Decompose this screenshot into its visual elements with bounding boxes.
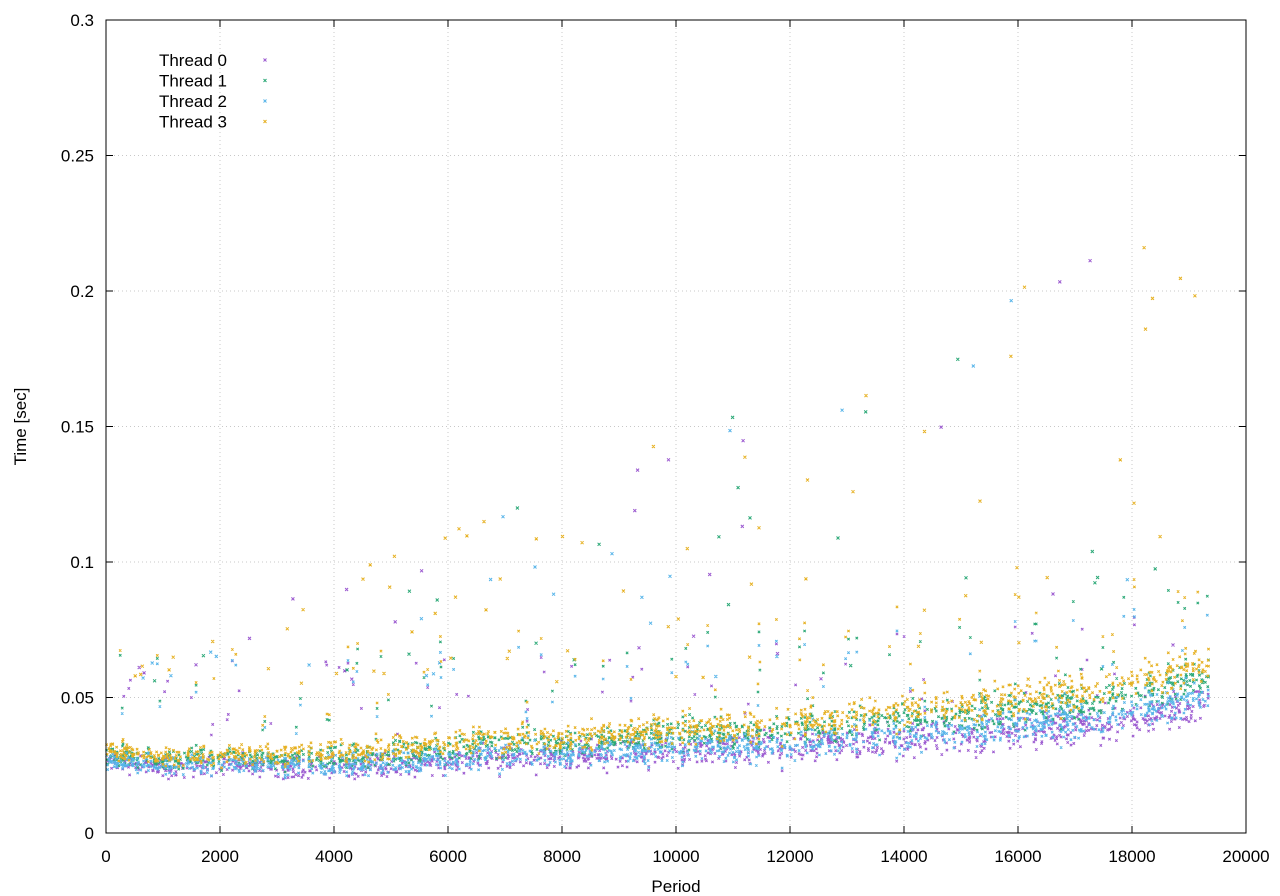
series-0-outliers <box>137 258 1175 681</box>
series-3-points <box>105 578 1211 770</box>
x-tick-label: 14000 <box>880 847 927 866</box>
series-3 <box>105 245 1211 770</box>
y-tick-label: 0.25 <box>61 147 94 166</box>
y-tick-label: 0 <box>85 824 94 843</box>
axis-ticks <box>105 19 1247 834</box>
y-tick-label: 0.2 <box>70 282 94 301</box>
data-points <box>105 245 1211 781</box>
legend-marker-3 <box>263 119 267 124</box>
x-axis-title: Period <box>651 877 700 896</box>
series-3-outliers <box>133 245 1197 686</box>
series-2-outliers <box>141 298 1130 680</box>
y-tick-label: 0.3 <box>70 11 94 30</box>
x-tick-label: 20000 <box>1222 847 1269 866</box>
x-tick-label: 4000 <box>315 847 353 866</box>
legend-marker-2 <box>263 99 267 103</box>
x-tick-label: 8000 <box>543 847 581 866</box>
legend-label-2: Thread 2 <box>159 92 227 111</box>
x-tick-label: 12000 <box>766 847 813 866</box>
y-tick-label: 0.15 <box>61 418 94 437</box>
legend-label-3: Thread 3 <box>159 113 227 132</box>
x-tick-label: 16000 <box>994 847 1041 866</box>
x-tick-label: 6000 <box>429 847 467 866</box>
legend-marker-0 <box>263 58 267 62</box>
legend-marker-1 <box>263 78 267 83</box>
legend-label-0: Thread 0 <box>159 51 227 70</box>
tick-labels: 0 2000 4000 6000 8000 10000 12000 14000 16000 180… <box>61 11 1270 866</box>
x-tick-label: 2000 <box>201 847 239 866</box>
x-tick-label: 10000 <box>652 847 699 866</box>
x-tick-label: 18000 <box>1108 847 1155 866</box>
legend-label-1: Thread 1 <box>159 72 227 91</box>
y-axis-title: Time [sec] <box>11 388 30 466</box>
x-tick-label: 0 <box>101 847 110 866</box>
y-tick-label: 0.05 <box>61 689 94 708</box>
y-tick-label: 0.1 <box>70 553 94 572</box>
